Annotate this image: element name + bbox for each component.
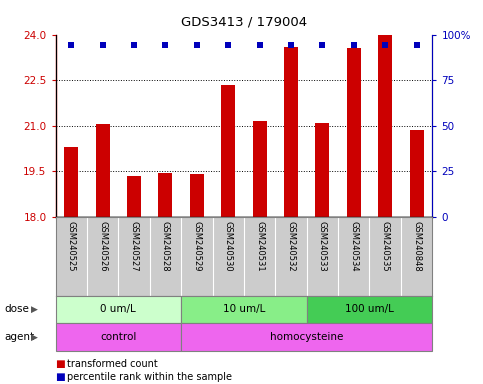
Text: GSM240530: GSM240530 bbox=[224, 221, 233, 271]
Bar bbox=[410, 130, 424, 217]
Text: GSM240526: GSM240526 bbox=[98, 221, 107, 271]
Bar bbox=[378, 33, 392, 217]
Text: dose: dose bbox=[5, 304, 30, 314]
Text: GSM240533: GSM240533 bbox=[318, 221, 327, 271]
Text: GSM240527: GSM240527 bbox=[129, 221, 139, 271]
Text: GDS3413 / 179004: GDS3413 / 179004 bbox=[181, 15, 307, 28]
Text: 10 um/L: 10 um/L bbox=[223, 304, 265, 314]
Bar bbox=[56, 323, 181, 351]
Bar bbox=[181, 296, 307, 323]
Text: GSM240535: GSM240535 bbox=[381, 221, 390, 271]
Bar bbox=[181, 323, 432, 351]
Bar bbox=[56, 296, 181, 323]
Point bbox=[68, 42, 75, 48]
Bar bbox=[96, 124, 110, 217]
Text: percentile rank within the sample: percentile rank within the sample bbox=[67, 372, 232, 382]
Point bbox=[130, 42, 138, 48]
Text: GSM240532: GSM240532 bbox=[286, 221, 296, 271]
Point bbox=[256, 42, 264, 48]
Text: GSM240534: GSM240534 bbox=[349, 221, 358, 271]
Text: GSM240525: GSM240525 bbox=[67, 221, 76, 271]
Bar bbox=[347, 48, 361, 217]
Bar bbox=[64, 147, 78, 217]
Point bbox=[161, 42, 170, 48]
Text: GSM240528: GSM240528 bbox=[161, 221, 170, 271]
Text: control: control bbox=[100, 332, 137, 342]
Text: agent: agent bbox=[5, 332, 35, 342]
Text: ■: ■ bbox=[56, 372, 65, 382]
Text: homocysteine: homocysteine bbox=[270, 332, 343, 342]
Bar bbox=[127, 176, 141, 217]
Point bbox=[382, 42, 389, 48]
Text: GSM240531: GSM240531 bbox=[255, 221, 264, 271]
Point bbox=[319, 42, 327, 48]
Text: GSM240529: GSM240529 bbox=[192, 221, 201, 271]
Text: ■: ■ bbox=[56, 359, 65, 369]
Bar bbox=[284, 47, 298, 217]
Bar bbox=[307, 296, 432, 323]
Point bbox=[412, 42, 420, 48]
Bar bbox=[190, 174, 204, 217]
Point bbox=[350, 42, 357, 48]
Text: ▶: ▶ bbox=[31, 333, 38, 341]
Bar bbox=[221, 85, 235, 217]
Text: transformed count: transformed count bbox=[67, 359, 157, 369]
Bar bbox=[158, 173, 172, 217]
Bar bbox=[253, 121, 267, 217]
Point bbox=[99, 42, 107, 48]
Bar bbox=[315, 123, 329, 217]
Text: ▶: ▶ bbox=[31, 305, 38, 314]
Point bbox=[287, 42, 295, 48]
Point bbox=[224, 42, 232, 48]
Text: GSM240848: GSM240848 bbox=[412, 221, 421, 271]
Point bbox=[193, 42, 201, 48]
Text: 100 um/L: 100 um/L bbox=[345, 304, 394, 314]
Text: 0 um/L: 0 um/L bbox=[100, 304, 136, 314]
